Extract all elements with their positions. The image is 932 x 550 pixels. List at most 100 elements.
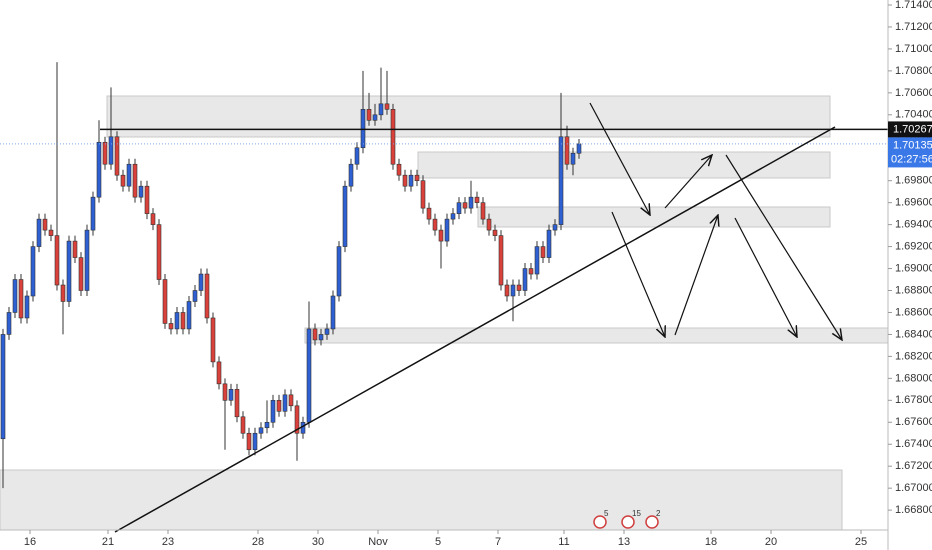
candle-body (474, 196, 480, 203)
candle-body (504, 284, 510, 297)
candle-body (180, 312, 186, 330)
last-price-label: 1.70135 (893, 139, 932, 151)
candle-body (156, 224, 162, 280)
candle-body (360, 109, 366, 149)
candle-body (96, 141, 102, 198)
candle-body (234, 389, 240, 418)
candle-body (480, 202, 486, 220)
x-tick-label: 7 (495, 536, 501, 548)
candle-body (282, 394, 288, 412)
candle-body (426, 207, 432, 220)
candle-body (408, 174, 414, 187)
zone (417, 151, 831, 179)
zone (0, 469, 843, 531)
candle-body (114, 136, 120, 176)
candle-body (450, 213, 456, 220)
candle-body (6, 312, 12, 335)
candle-body (186, 301, 192, 330)
candle-body (414, 174, 420, 181)
event-count: 15 (632, 509, 641, 518)
candle-body (168, 323, 174, 330)
x-tick-label: 28 (252, 536, 264, 548)
candle-body (378, 103, 384, 116)
candle-body (468, 196, 474, 209)
last-price-box (888, 137, 932, 168)
candle-body (228, 389, 234, 401)
candle-body (24, 295, 30, 319)
arrow (589, 102, 650, 215)
candle-body (84, 229, 90, 291)
level-label-box (888, 121, 932, 138)
candle-body (150, 213, 156, 225)
candle-body (294, 405, 300, 434)
candle-body (420, 180, 426, 209)
candle-body (108, 136, 114, 165)
candle-body (534, 246, 540, 275)
candle-body (384, 103, 390, 110)
zone (477, 206, 831, 228)
y-tick-label: 1.67200 (895, 460, 932, 472)
candle-body (192, 290, 198, 302)
x-tick-label: 16 (24, 536, 36, 548)
candle-body (276, 400, 282, 412)
x-tick-label: Nov (368, 536, 388, 548)
zones (0, 95, 889, 531)
candle-body (270, 400, 276, 423)
candle-body (246, 432, 252, 451)
candle-body (204, 273, 210, 319)
candle-body (0, 334, 6, 440)
y-tick-label: 1.69200 (895, 240, 932, 252)
x-tick-label: 20 (765, 536, 777, 548)
candle-body (102, 141, 108, 165)
candle-body (144, 185, 150, 214)
y-tick-label: 1.69600 (895, 197, 932, 209)
candle-body (60, 284, 66, 302)
axes: 1.71400 1.71200 1.71000 1.70800 1.70600 1.704… (24, 0, 932, 548)
candle-body (36, 218, 42, 247)
candle-body (240, 416, 246, 434)
candle-body (264, 421, 270, 429)
candle-body (48, 229, 54, 236)
candle-body (402, 174, 408, 187)
candle-body (330, 295, 336, 330)
candle-body (576, 143, 582, 154)
candle-body (12, 279, 18, 313)
arrow (611, 211, 665, 337)
candle-body (348, 163, 354, 187)
y-tick-label: 1.68800 (895, 284, 932, 296)
y-tick-label: 1.69400 (895, 219, 932, 231)
candle-body (570, 152, 576, 165)
y-tick-label: 1.67400 (895, 438, 932, 450)
drawings (114, 102, 842, 533)
candle-body (492, 229, 498, 236)
zone (106, 95, 831, 138)
candle-body (528, 268, 534, 275)
candle-body (390, 109, 396, 165)
candle-body (456, 202, 462, 214)
candle-body (516, 284, 522, 291)
y-tick-label: 1.71400 (895, 0, 932, 11)
y-tick-label: 1.70400 (895, 109, 932, 121)
event-count: 2 (656, 509, 661, 518)
trend-line (114, 126, 836, 533)
arrow (664, 155, 712, 209)
candle-body (210, 317, 216, 363)
candle-body (546, 229, 552, 258)
x-tick-label: 11 (558, 536, 569, 548)
y-tick-label: 1.67000 (895, 482, 932, 494)
candles (0, 62, 888, 489)
candle-body (396, 163, 402, 176)
candle-body (366, 109, 372, 121)
arrow (734, 217, 797, 337)
candle-body (30, 246, 36, 297)
candle-body (552, 224, 558, 231)
y-tick-label: 1.68200 (895, 350, 932, 362)
candle-body (462, 202, 468, 209)
x-tick-label: 5 (435, 536, 441, 548)
x-tick-label: 25 (855, 536, 867, 548)
candle-body (318, 334, 324, 341)
y-tick-label: 1.69000 (895, 262, 932, 274)
candle-body (510, 284, 516, 297)
